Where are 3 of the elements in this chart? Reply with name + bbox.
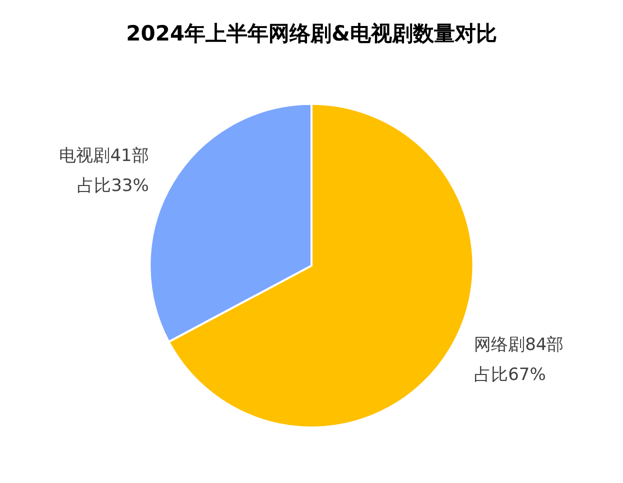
slice-label: 网络剧84部占比67% xyxy=(474,335,564,386)
chart-title: 2024年上半年网络剧&电视剧数量对比 xyxy=(126,22,497,46)
slice-label: 电视剧41部占比33% xyxy=(59,146,149,196)
